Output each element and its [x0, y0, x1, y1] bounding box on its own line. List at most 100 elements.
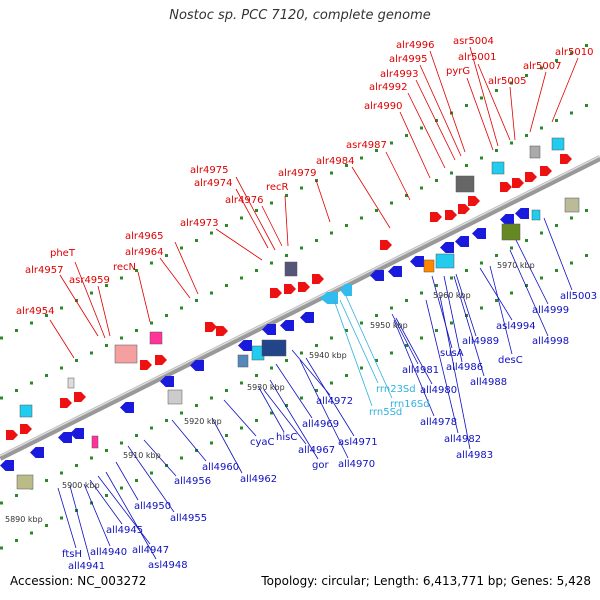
forward-outer-tick-mark — [390, 141, 393, 145]
forward-gene-label: alr4984 — [316, 156, 354, 167]
leader-line — [393, 319, 435, 417]
reverse-gene-label: all5003 — [560, 291, 597, 302]
reverse-tick-mark — [585, 209, 588, 212]
rna-gene-arrow — [320, 292, 338, 304]
forward-gene-label: alr4979 — [278, 168, 316, 179]
forward-gene-arrow — [60, 398, 72, 408]
forward-outer-tick-mark — [510, 81, 513, 85]
forward-outer-tick-mark — [225, 224, 228, 227]
leader-line — [97, 285, 111, 337]
leader-line — [49, 319, 75, 359]
forward-gene-arrow — [512, 178, 524, 188]
reverse-gene-label: all4941 — [68, 561, 105, 572]
leader-line — [215, 228, 263, 261]
reverse-gene-label: hisC — [276, 432, 297, 443]
reverse-outer-tick-mark — [420, 336, 423, 340]
forward-outer-tick-mark — [30, 321, 33, 325]
reverse-gene-label: all4978 — [420, 417, 457, 428]
forward-gene-arrow — [140, 360, 152, 370]
forward-gene-arrow — [380, 240, 392, 250]
leader-line — [543, 217, 573, 291]
map-title: Nostoc sp. PCC 7120, complete genome — [169, 8, 431, 23]
leader-line — [171, 419, 207, 462]
forward-gene-arrow — [284, 284, 296, 294]
rna-gene-label: rrn5Sd — [369, 407, 402, 418]
forward-outer-tick-mark — [465, 104, 468, 107]
leader-line — [137, 271, 151, 323]
reverse-gene-arrow — [300, 312, 314, 323]
leader-line — [299, 359, 349, 459]
forward-tick-mark — [450, 171, 453, 175]
leader-line — [425, 299, 459, 434]
forward-outer-tick-mark — [525, 74, 528, 77]
forward-outer-tick-mark — [435, 119, 438, 122]
reverse-outer-tick-mark — [180, 456, 183, 460]
reverse-outer-tick-mark — [345, 374, 348, 377]
reverse-tick-mark — [510, 246, 513, 250]
reverse-gene-box — [16, 474, 34, 490]
reverse-gene-arrow — [370, 270, 384, 281]
reverse-gene-label: all4989 — [462, 336, 499, 347]
reverse-outer-tick-mark — [225, 434, 228, 437]
leader-line — [105, 471, 157, 560]
leader-line — [83, 483, 111, 547]
forward-gene-label: alr4993 — [380, 69, 418, 80]
forward-outer-tick-mark — [540, 66, 543, 70]
forward-tick-mark — [435, 179, 438, 182]
forward-gene-arrow — [155, 355, 167, 365]
forward-outer-tick-mark — [195, 239, 198, 242]
forward-outer-tick-mark — [480, 96, 483, 100]
forward-gene-box — [529, 145, 541, 159]
reverse-gene-arrow — [472, 228, 486, 239]
forward-gene-arrow — [430, 212, 442, 222]
forward-gene-label: alr4995 — [389, 54, 427, 65]
tick-layer — [0, 44, 588, 550]
forward-tick-mark — [15, 389, 18, 392]
reverse-tick-mark — [300, 351, 303, 355]
genome-backbone-highlight — [0, 155, 600, 457]
forward-gene-arrow — [540, 166, 552, 176]
forward-tick-mark — [90, 351, 93, 355]
leader-line — [345, 295, 393, 399]
forward-gene-label: alr5010 — [555, 47, 593, 58]
reverse-gene-arrow — [238, 340, 252, 351]
reverse-gene-label: all4983 — [456, 450, 493, 461]
forward-outer-tick-mark — [285, 194, 288, 197]
reverse-outer-tick-mark — [480, 306, 483, 310]
leader-line — [261, 205, 283, 247]
reverse-gene-label: all4950 — [134, 501, 171, 512]
backbone-layer — [0, 155, 600, 461]
reverse-outer-tick-mark — [540, 276, 543, 280]
forward-tick-mark — [225, 284, 228, 287]
forward-gene-arrow — [270, 288, 282, 298]
reverse-outer-tick-mark — [90, 501, 93, 505]
reverse-gene-label: all4972 — [316, 396, 353, 407]
leader-line — [429, 50, 466, 153]
reverse-outer-tick-mark — [15, 539, 18, 542]
forward-tick-mark — [420, 186, 423, 190]
position-label: 5950 kbp — [370, 321, 408, 330]
leader-line — [455, 273, 477, 337]
leader-line — [127, 445, 175, 513]
leader-line — [515, 239, 549, 305]
rna-gene-label: rrn23Sd — [376, 384, 416, 395]
forward-tick-mark — [570, 111, 573, 115]
reverse-outer-tick-mark — [360, 366, 363, 370]
leader-line — [395, 317, 433, 385]
forward-outer-tick-mark — [105, 284, 108, 287]
leader-line — [333, 299, 373, 407]
position-label: 5940 kbp — [309, 351, 347, 360]
forward-outer-tick-mark — [270, 201, 273, 205]
reverse-tick-mark — [345, 329, 348, 332]
reverse-outer-tick-mark — [195, 449, 198, 452]
forward-gene-label: alr4992 — [369, 82, 407, 93]
reverse-gene-label: susA — [440, 348, 464, 359]
leader-line — [466, 77, 494, 151]
forward-gene-arrow — [6, 430, 18, 440]
leader-line — [263, 389, 307, 445]
reverse-gene-label: all4986 — [446, 362, 483, 373]
leader-line — [477, 63, 511, 141]
forward-gene-arrow — [458, 204, 470, 214]
reverse-tick-mark — [390, 306, 393, 310]
